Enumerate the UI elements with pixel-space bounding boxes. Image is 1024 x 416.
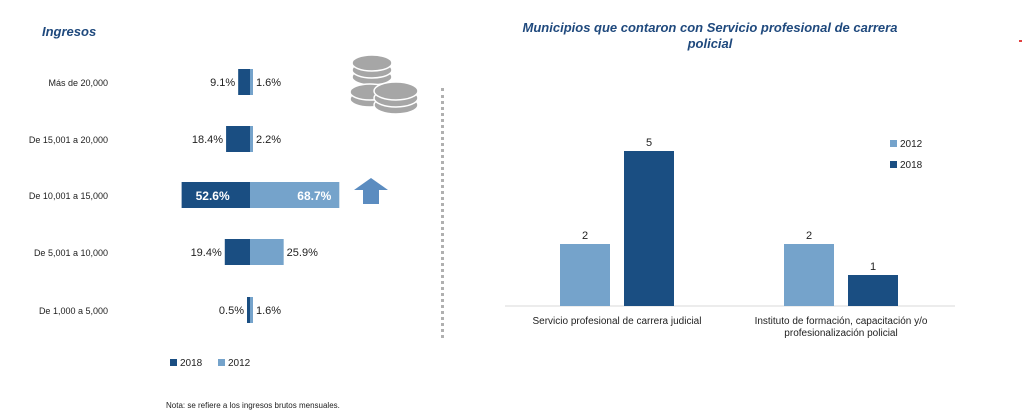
bar-2018 [238,69,250,95]
bar-2012 [250,126,253,152]
data-label-2012: 2.2% [256,134,281,146]
data-label-2012: 68.7% [297,189,331,203]
data-label-2012: 25.9% [287,247,318,259]
bar-2012 [250,297,253,323]
bar-2012 [784,244,834,306]
right-chart-title: Municipios que contaron con Servicio pro… [522,20,898,51]
data-label-2018: 0.5% [219,305,244,317]
bar-2012 [560,244,610,306]
legend-swatch-2012 [890,140,897,147]
category-label: Más de 20,000 [48,78,108,88]
category-label: De 1,000 a 5,000 [39,306,108,316]
bar-2018 [224,239,250,265]
legend-swatch-2018 [170,359,177,366]
category-label: De 10,001 a 15,000 [29,191,108,201]
data-label-2018: 52.6% [196,189,230,203]
red-mark [1019,40,1022,42]
bar-2018 [226,126,250,152]
data-label-2018: 19.4% [191,247,222,259]
category-label: Instituto de formación, capacitación y/o [755,316,928,327]
data-label-2012: 1.6% [256,305,281,317]
bar-2018 [848,275,898,306]
data-label-2018: 18.4% [192,134,223,146]
data-label-2018: 5 [646,137,652,149]
footnote: Nota: se refiere a los ingresos brutos m… [166,401,340,410]
bar-2012 [250,182,340,208]
category-label: De 5,001 a 10,000 [34,248,108,258]
police-career-chart: 2 5 Servicio profesional de carrera judici… [505,137,955,339]
bar-2018 [247,297,250,323]
bar-2018 [181,182,250,208]
data-label-2012: 1.6% [256,77,281,89]
category-label: De 15,001 a 20,000 [29,135,108,145]
income-chart: Más de 20,000 9.1% 1.6% De 15,001 a 20,000 1… [29,69,340,369]
data-label-2012: 2 [582,230,588,242]
data-label-2018: 9.1% [210,77,235,89]
arrow-up-icon [354,178,388,209]
left-chart-title: Ingresos [42,24,97,39]
bar-2012 [250,69,253,95]
legend-label-2018: 2018 [180,358,203,369]
legend-label-2012: 2012 [900,139,923,150]
coins-icon [349,54,422,122]
legend-swatch-2018 [890,161,897,168]
bar-2012 [250,239,284,265]
category-label: Servicio profesional de carrera judicial [533,316,702,327]
data-label-2018: 1 [870,261,876,273]
legend-label-2018: 2018 [900,160,923,171]
legend-swatch-2012 [218,359,225,366]
legend-label-2012: 2012 [228,358,251,369]
bar-2018 [624,151,674,306]
dotted-divider [441,88,444,338]
data-label-2012: 2 [806,230,812,242]
category-label: profesionalización policial [784,328,897,339]
